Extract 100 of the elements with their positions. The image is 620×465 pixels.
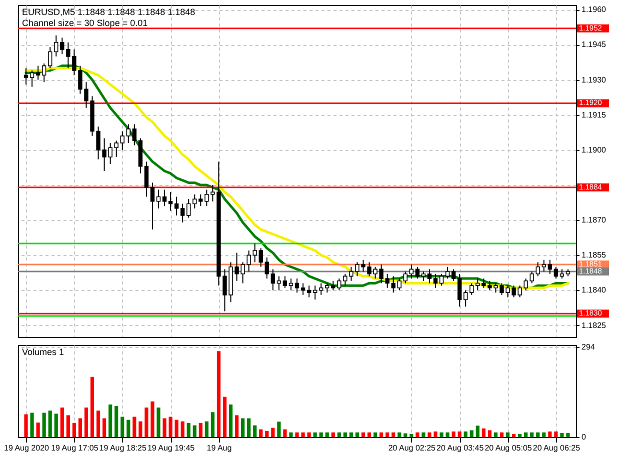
x-tick-label: 19 Aug bbox=[206, 444, 232, 452]
bar bbox=[452, 431, 456, 437]
x-tick-label: 19 Aug 2020 bbox=[4, 444, 50, 452]
bar bbox=[554, 431, 558, 437]
y-tick-label: 1.1930 bbox=[582, 75, 607, 84]
bar bbox=[150, 401, 154, 437]
bar bbox=[283, 429, 287, 437]
candlestick bbox=[439, 273, 444, 286]
candlestick bbox=[162, 189, 167, 207]
bar bbox=[337, 432, 341, 437]
bar bbox=[560, 433, 564, 437]
candlestick bbox=[530, 271, 534, 284]
bar bbox=[398, 432, 402, 437]
bar bbox=[530, 432, 534, 437]
bar bbox=[144, 408, 148, 437]
y-tick-label: 1.1945 bbox=[582, 40, 607, 50]
candlestick bbox=[288, 278, 294, 291]
bar bbox=[307, 432, 311, 437]
candlestick bbox=[312, 285, 318, 300]
bar bbox=[78, 418, 82, 437]
bar bbox=[162, 418, 166, 437]
bar bbox=[428, 432, 432, 437]
candlestick bbox=[186, 198, 191, 218]
bar bbox=[494, 432, 498, 437]
bar bbox=[289, 432, 293, 437]
bar bbox=[54, 414, 58, 437]
x-tick-label: 20 Aug 06:25 bbox=[532, 444, 581, 452]
candlestick bbox=[548, 259, 552, 274]
candlestick bbox=[132, 124, 137, 146]
bar bbox=[265, 430, 269, 437]
candlestick bbox=[415, 266, 420, 280]
bar bbox=[295, 432, 299, 437]
y-tick-label: 1.1900 bbox=[582, 145, 607, 154]
bar bbox=[90, 376, 94, 437]
candlestick bbox=[156, 189, 161, 209]
bar bbox=[210, 412, 214, 437]
bar bbox=[373, 432, 378, 437]
bar bbox=[416, 432, 420, 437]
candlestick bbox=[433, 273, 438, 288]
bar bbox=[234, 415, 239, 437]
candlestick bbox=[306, 285, 312, 298]
candlestick bbox=[258, 248, 263, 268]
bar bbox=[434, 431, 438, 437]
candlestick bbox=[168, 192, 173, 212]
y-tick-label: 0 bbox=[582, 432, 586, 442]
candlestick bbox=[318, 282, 324, 296]
candlestick bbox=[451, 268, 456, 282]
candlestick bbox=[150, 182, 155, 230]
chart-title: EURUSD,M5 1.1848 1.1848 1.1848 1.1848 bbox=[22, 7, 196, 17]
candlestick bbox=[174, 196, 179, 216]
candlestick bbox=[198, 194, 203, 207]
bar bbox=[72, 422, 76, 437]
bar bbox=[277, 422, 281, 437]
x-tick-label: 20 Aug 02:25 bbox=[388, 444, 436, 452]
bar bbox=[440, 432, 444, 437]
candlestick bbox=[470, 282, 474, 296]
candlestick bbox=[282, 276, 288, 288]
candlestick bbox=[192, 194, 197, 209]
bar bbox=[458, 431, 462, 437]
bar bbox=[247, 418, 251, 437]
bar bbox=[253, 425, 257, 437]
candlestick bbox=[30, 70, 34, 88]
bar bbox=[446, 432, 450, 437]
candlestick bbox=[276, 276, 282, 291]
y-tick-label: 1.1855 bbox=[582, 250, 607, 260]
candlestick bbox=[554, 266, 558, 280]
candlestick bbox=[42, 62, 46, 83]
text: Channel size = 30 Slope = 0.01 bbox=[22, 18, 148, 28]
x-tick-label: 20 Aug 03:45 bbox=[436, 444, 484, 452]
bar bbox=[343, 432, 347, 437]
bar bbox=[506, 432, 510, 437]
bar bbox=[512, 434, 516, 437]
candlestick bbox=[421, 271, 426, 282]
bar bbox=[518, 434, 522, 437]
bar bbox=[216, 351, 221, 437]
bar bbox=[174, 420, 178, 437]
bar bbox=[524, 432, 528, 437]
candlestick bbox=[180, 203, 185, 223]
candlestick bbox=[24, 68, 28, 85]
bar bbox=[566, 433, 570, 437]
y-tick-label: 294 bbox=[582, 342, 596, 352]
candlestick bbox=[457, 273, 462, 308]
y-tick-label: 1.1840 bbox=[582, 286, 607, 295]
candlestick bbox=[397, 278, 402, 291]
bar bbox=[84, 408, 88, 437]
candlestick bbox=[54, 34, 58, 57]
bar bbox=[392, 432, 396, 437]
bar bbox=[301, 432, 305, 437]
bar bbox=[180, 421, 184, 437]
bar bbox=[241, 418, 245, 437]
bar bbox=[536, 432, 540, 437]
bar bbox=[48, 410, 52, 437]
candlestick bbox=[325, 282, 330, 294]
bar bbox=[156, 408, 160, 437]
candlestick bbox=[403, 271, 408, 284]
x-tick-label: 19 Aug 17:05 bbox=[51, 444, 99, 452]
y-tick-label: 1.1870 bbox=[582, 216, 607, 225]
x-tick-label: 19 Aug 18:25 bbox=[99, 444, 147, 452]
candlestick bbox=[331, 280, 336, 291]
bar bbox=[60, 408, 64, 437]
